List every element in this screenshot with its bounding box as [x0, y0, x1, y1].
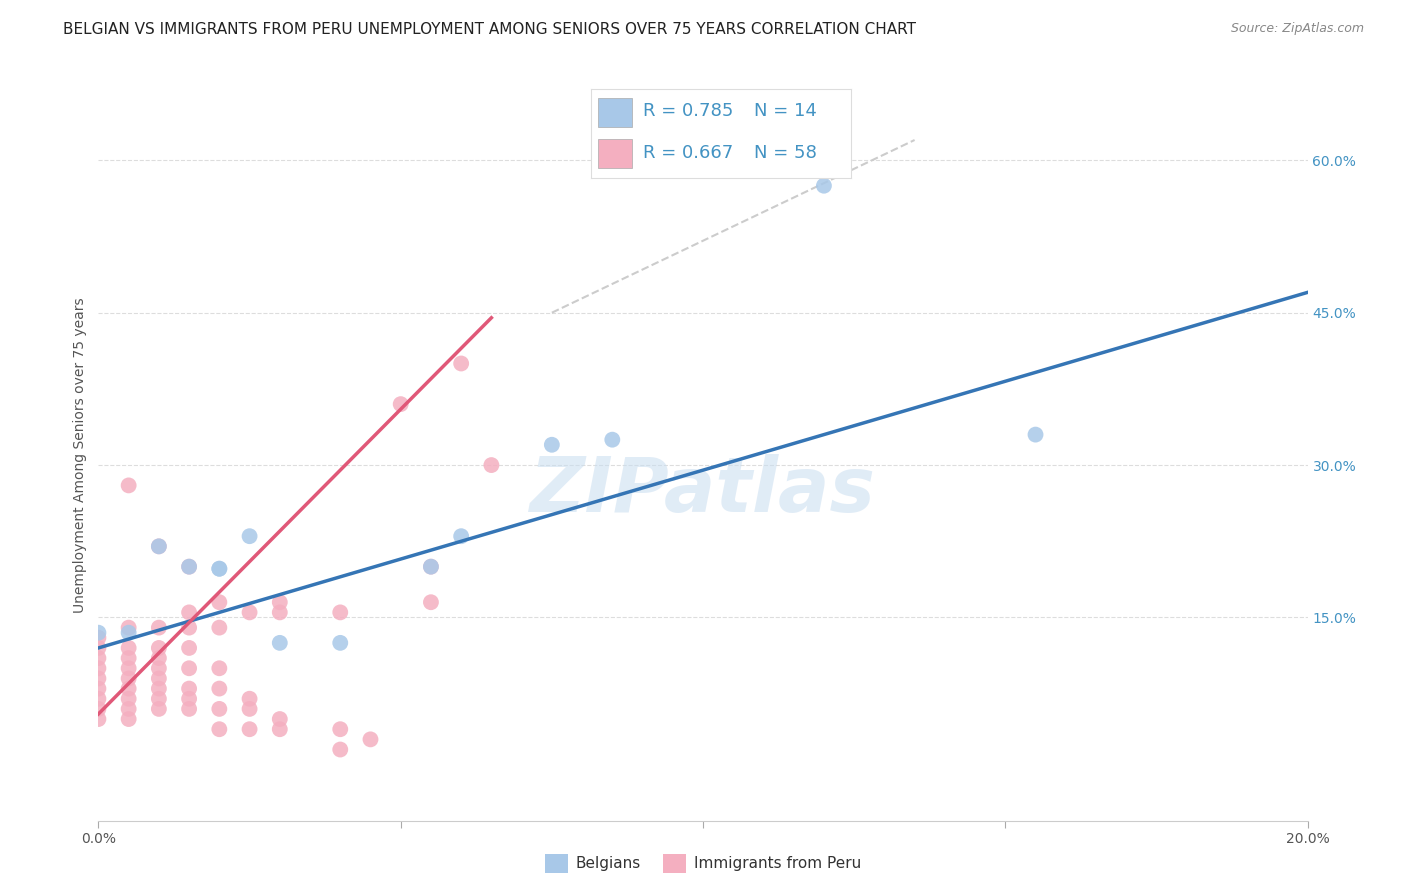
Point [420, 559, 443, 574]
Point [179, 681, 201, 696]
Point [329, 636, 352, 650]
Point [87, 691, 110, 706]
Point [179, 661, 201, 675]
Point [239, 529, 262, 543]
Point [239, 606, 262, 620]
Text: R = 0.667: R = 0.667 [643, 144, 733, 161]
Point [148, 661, 170, 675]
Point [148, 539, 170, 553]
Point [329, 723, 352, 737]
Point [87, 631, 110, 645]
Point [87, 651, 110, 665]
Point [179, 606, 201, 620]
Point [481, 458, 503, 472]
Point [329, 742, 352, 756]
Point [148, 672, 170, 686]
Point [269, 606, 291, 620]
Point [148, 681, 170, 696]
Point [87, 640, 110, 655]
Point [208, 702, 231, 716]
Point [450, 356, 472, 371]
FancyBboxPatch shape [599, 98, 633, 127]
Point [1024, 427, 1046, 442]
Text: N = 58: N = 58 [755, 144, 817, 161]
Point [269, 712, 291, 726]
FancyBboxPatch shape [599, 139, 633, 168]
Text: Source: ZipAtlas.com: Source: ZipAtlas.com [1230, 22, 1364, 36]
Point [208, 562, 231, 576]
Point [450, 529, 472, 543]
Point [208, 723, 231, 737]
Text: BELGIAN VS IMMIGRANTS FROM PERU UNEMPLOYMENT AMONG SENIORS OVER 75 YEARS CORRELA: BELGIAN VS IMMIGRANTS FROM PERU UNEMPLOY… [63, 22, 917, 37]
Point [118, 712, 141, 726]
Text: N = 14: N = 14 [755, 103, 817, 120]
Y-axis label: Unemployment Among Seniors over 75 years: Unemployment Among Seniors over 75 years [73, 297, 87, 613]
Point [148, 640, 170, 655]
Point [118, 672, 141, 686]
Legend: Belgians, Immigrants from Peru: Belgians, Immigrants from Peru [538, 848, 868, 879]
Point [118, 691, 141, 706]
Point [87, 625, 110, 640]
Point [179, 559, 201, 574]
Point [118, 478, 141, 492]
Point [239, 723, 262, 737]
Point [208, 621, 231, 635]
Point [208, 595, 231, 609]
Point [360, 732, 382, 747]
Point [179, 640, 201, 655]
Point [118, 621, 141, 635]
Point [208, 661, 231, 675]
Point [87, 661, 110, 675]
Point [118, 702, 141, 716]
Point [118, 640, 141, 655]
Point [269, 723, 291, 737]
Point [118, 625, 141, 640]
Text: R = 0.785: R = 0.785 [643, 103, 733, 120]
Point [118, 661, 141, 675]
Point [87, 672, 110, 686]
Point [179, 621, 201, 635]
Point [118, 651, 141, 665]
Point [148, 539, 170, 553]
Point [813, 178, 835, 193]
Point [389, 397, 412, 411]
Point [118, 681, 141, 696]
Point [239, 702, 262, 716]
Point [269, 636, 291, 650]
Point [208, 562, 231, 576]
Point [148, 691, 170, 706]
Point [148, 621, 170, 635]
Point [179, 691, 201, 706]
Point [179, 559, 201, 574]
Point [329, 606, 352, 620]
Point [540, 438, 562, 452]
Point [179, 702, 201, 716]
Point [420, 595, 443, 609]
Point [87, 712, 110, 726]
Text: ZIPatlas: ZIPatlas [530, 455, 876, 528]
Point [420, 559, 443, 574]
Point [239, 691, 262, 706]
Point [148, 702, 170, 716]
Point [269, 595, 291, 609]
Point [208, 681, 231, 696]
Point [602, 433, 624, 447]
Point [87, 681, 110, 696]
Point [148, 651, 170, 665]
Point [87, 702, 110, 716]
